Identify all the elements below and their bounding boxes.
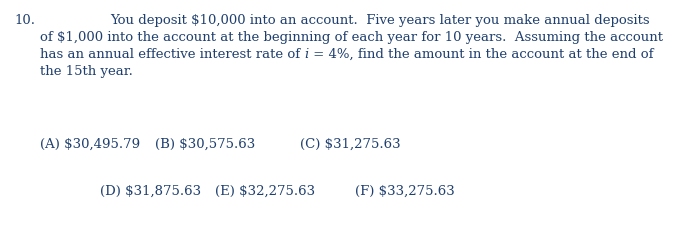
Text: (D) $31,875.63: (D) $31,875.63 [100,185,201,198]
Text: the 15th year.: the 15th year. [40,65,133,78]
Text: of $1,000 into the account at the beginning of each year for 10 years.  Assuming: of $1,000 into the account at the beginn… [40,31,663,44]
Text: (B) $30,575.63: (B) $30,575.63 [155,138,255,151]
Text: (A) $30,495.79: (A) $30,495.79 [40,138,140,151]
Text: (F) $33,275.63: (F) $33,275.63 [355,185,455,198]
Text: You deposit $10,000 into an account.  Five years later you make annual deposits: You deposit $10,000 into an account. Fiv… [110,14,650,27]
Text: 10.: 10. [14,14,35,27]
Text: has an annual effective interest rate of: has an annual effective interest rate of [40,48,304,61]
Text: = 4%, find the amount in the account at the end of: = 4%, find the amount in the account at … [309,48,653,61]
Text: (C) $31,275.63: (C) $31,275.63 [300,138,401,151]
Text: (E) $32,275.63: (E) $32,275.63 [215,185,315,198]
Text: i: i [304,48,309,61]
